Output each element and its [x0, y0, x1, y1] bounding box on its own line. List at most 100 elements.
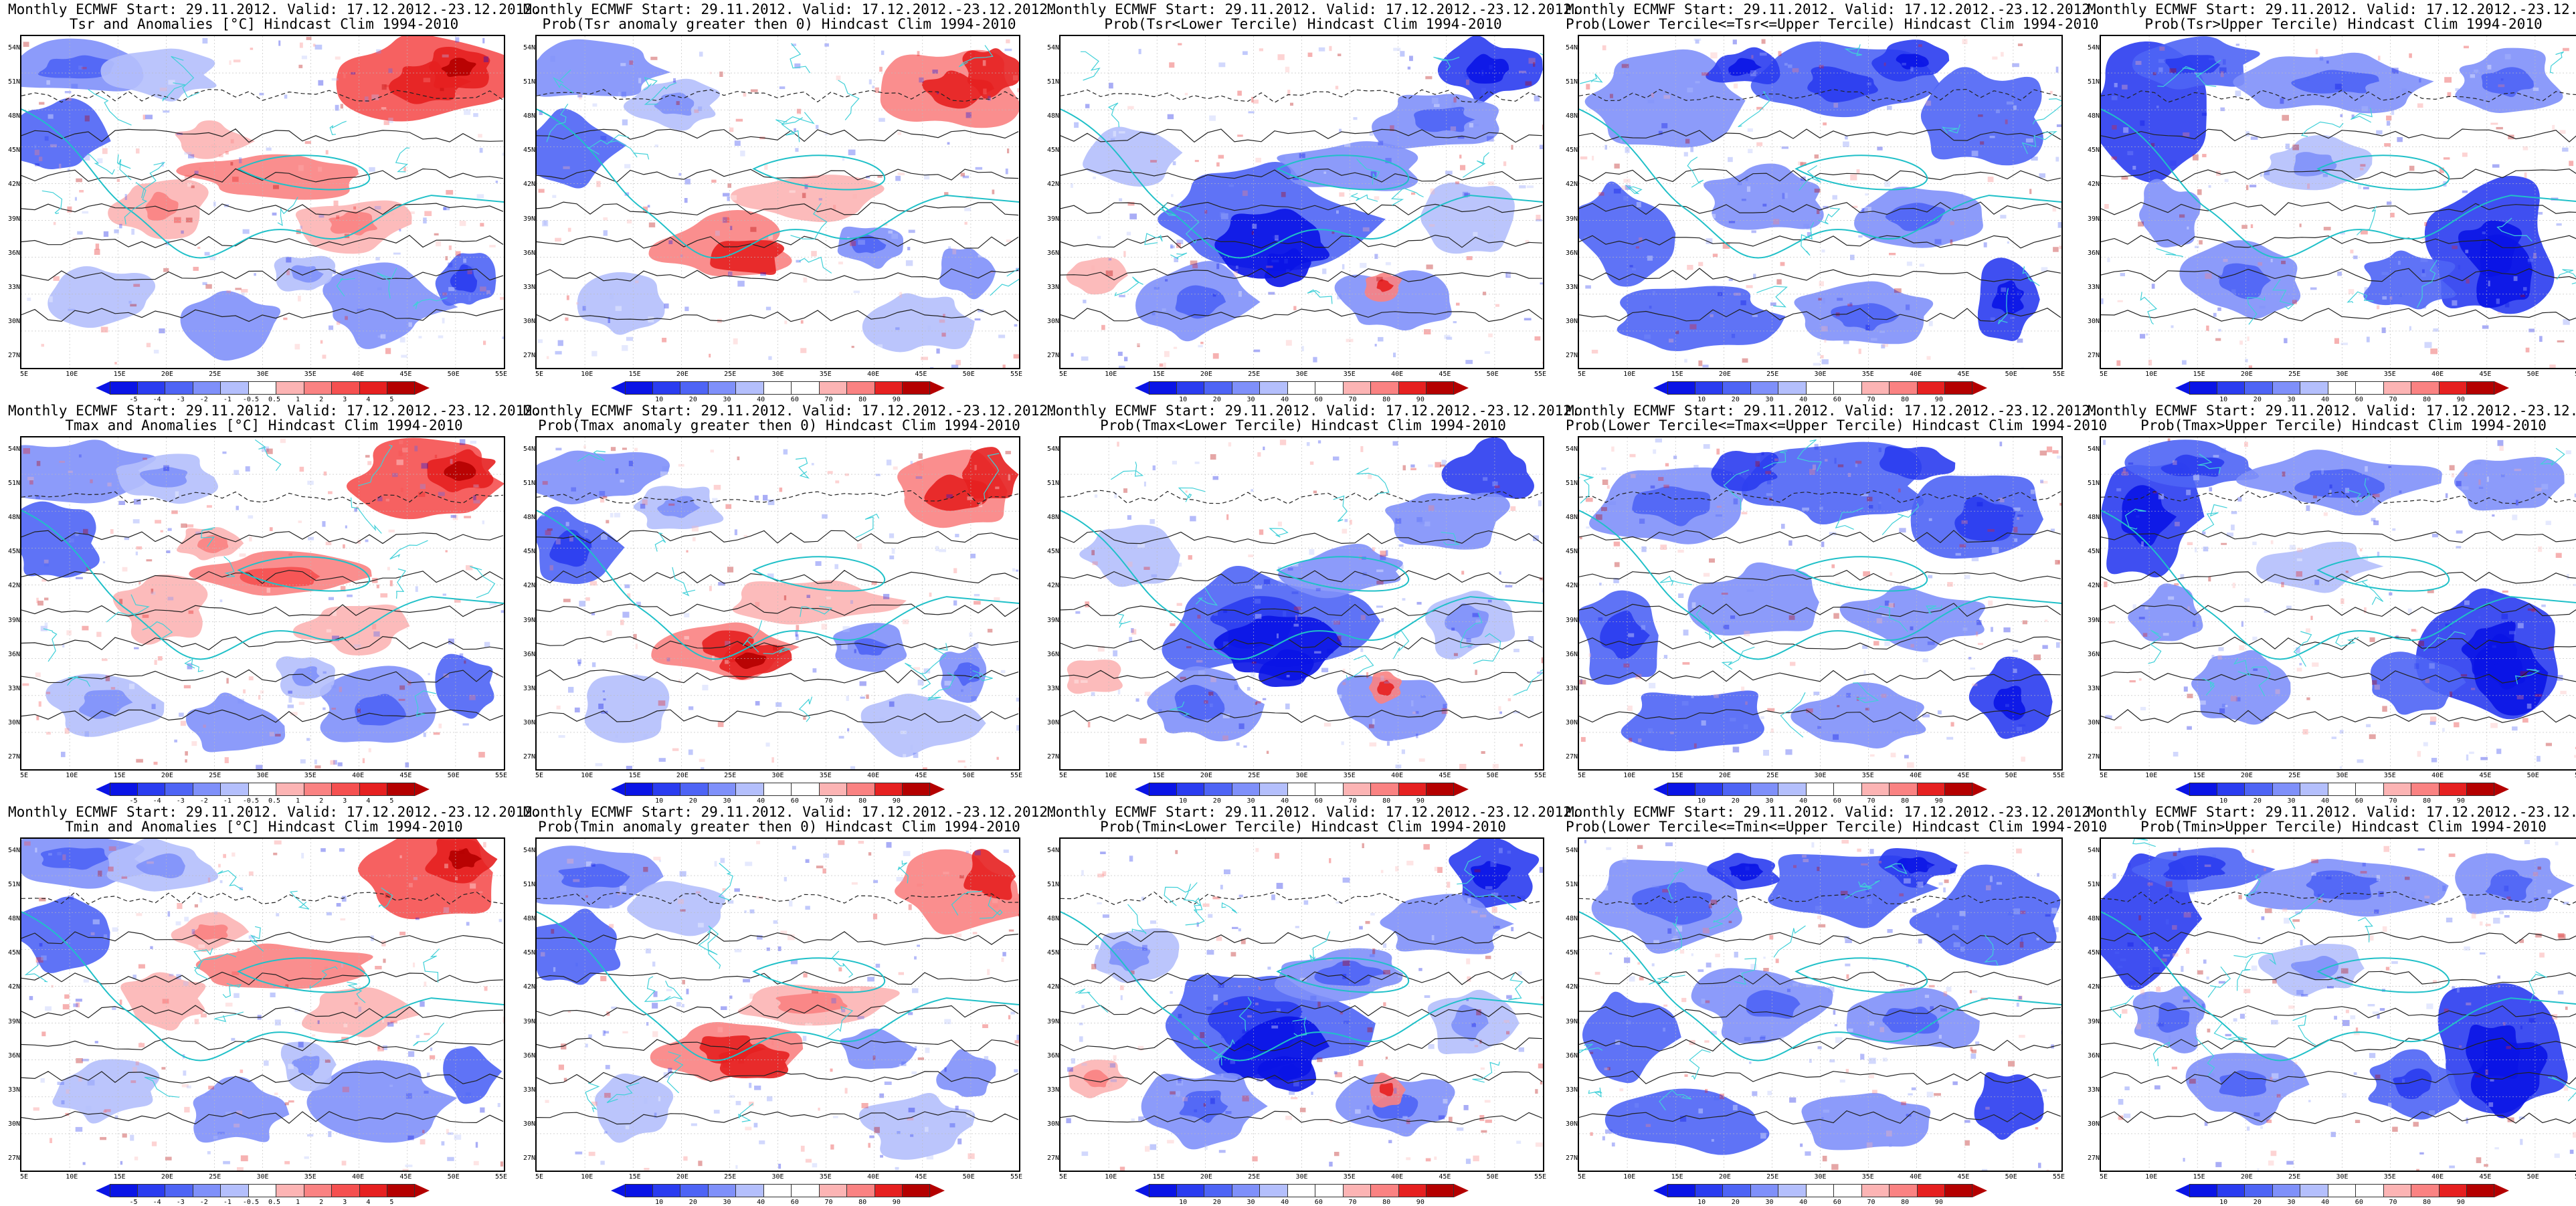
- field-speckle: [2423, 742, 2428, 746]
- field-speckle: [1862, 1050, 1865, 1055]
- field-speckle: [1459, 155, 1461, 159]
- field-speckle: [2373, 520, 2379, 525]
- field-speckle: [2380, 1008, 2385, 1011]
- field-speckle: [1976, 631, 1978, 636]
- field-speckle: [1673, 456, 1677, 459]
- field-speckle: [1280, 439, 1286, 445]
- field-speckle: [603, 217, 608, 221]
- field-speckle: [1017, 88, 1019, 92]
- field-speckle: [2321, 469, 2324, 474]
- field-speckle: [1406, 861, 1413, 866]
- field-speckle: [65, 728, 70, 734]
- field-speckle: [2409, 326, 2411, 331]
- field-speckle: [853, 194, 857, 199]
- lon-tick-label: 35E: [304, 1173, 316, 1181]
- field-speckle: [276, 913, 279, 916]
- field-speckle: [816, 561, 822, 566]
- field-speckle: [1773, 219, 1779, 224]
- field-speckle: [381, 107, 387, 110]
- field-speckle: [35, 672, 41, 677]
- field-speckle: [766, 742, 770, 746]
- field-speckle: [845, 474, 849, 476]
- country-border: [2140, 292, 2156, 324]
- field-speckle: [680, 909, 686, 911]
- field-speckle: [751, 90, 758, 92]
- field-speckle: [1750, 70, 1756, 76]
- lat-tick-label: 48N: [523, 112, 535, 120]
- field-speckle: [2139, 617, 2145, 619]
- colorbar-swatch: [331, 783, 359, 796]
- lat-tick-label: 39N: [2088, 215, 2100, 223]
- field-speckle: [736, 571, 738, 577]
- field-speckle: [79, 454, 82, 458]
- field-speckle: [2490, 1080, 2494, 1082]
- field-speckle: [686, 989, 689, 994]
- field-speckle: [254, 273, 256, 276]
- field-speckle: [1416, 734, 1418, 738]
- field-speckle: [136, 552, 138, 556]
- field-speckle: [860, 697, 865, 699]
- field-speckle: [401, 355, 407, 358]
- field-speckle: [616, 306, 622, 311]
- field-speckle: [2424, 896, 2429, 898]
- field-speckle: [872, 86, 875, 88]
- colorbar-swatch: [819, 1184, 847, 1197]
- lon-tick-label: 5E: [2100, 371, 2108, 378]
- field-speckle: [2373, 498, 2375, 503]
- field-speckle: [804, 249, 810, 253]
- field-speckle: [1363, 227, 1370, 231]
- lat-tick-label: 27N: [1047, 1154, 1059, 1162]
- field-speckle: [915, 1046, 917, 1051]
- colorbar-swatch: [137, 381, 165, 395]
- field-speckle: [1841, 891, 1848, 895]
- field-speckle: [830, 1144, 834, 1150]
- field-speckle: [143, 615, 149, 618]
- field-speckle: [2177, 845, 2179, 851]
- field-speckle: [860, 682, 866, 686]
- field-speckle: [1176, 1081, 1184, 1086]
- field-speckle: [1746, 285, 1753, 288]
- colorbar-label: -3: [177, 1199, 185, 1206]
- field-speckle: [1599, 583, 1602, 585]
- field-speckle: [2560, 691, 2566, 694]
- coastline: [1796, 557, 1927, 591]
- field-speckle: [2059, 696, 2061, 702]
- field-speckle: [1431, 189, 1435, 195]
- field-speckle: [576, 302, 579, 305]
- field-speckle: [832, 998, 836, 1003]
- field-speckle: [1495, 486, 1500, 488]
- field-speckle: [1658, 477, 1663, 481]
- field-speckle: [331, 685, 337, 688]
- colorbar-swatch: [1889, 381, 1917, 395]
- field-speckle: [284, 1161, 290, 1165]
- field-speckle: [988, 629, 992, 633]
- lon-tick-label: 25E: [209, 1173, 221, 1181]
- field-speckle: [1186, 646, 1192, 648]
- field-speckle: [1088, 722, 1091, 728]
- field-speckle: [473, 484, 478, 487]
- field-speckle: [1383, 943, 1386, 948]
- lon-tick-label: 55E: [2053, 371, 2065, 378]
- field-speckle: [1481, 1130, 1487, 1133]
- field-speckle: [2382, 328, 2386, 333]
- field-speckle: [2051, 528, 2055, 531]
- field-speckle: [968, 1153, 975, 1159]
- field-speckle: [1819, 506, 1823, 510]
- field-speckle: [992, 899, 998, 903]
- field-speckle: [944, 1116, 951, 1119]
- field-speckle: [2183, 1000, 2190, 1003]
- field-speckle: [1206, 1007, 1212, 1010]
- field-speckle: [2215, 1162, 2221, 1167]
- colorbar-swatch: [735, 1184, 763, 1197]
- colorbar-label: 20: [2253, 1199, 2262, 1206]
- field-speckle: [805, 906, 810, 910]
- field-speckle: [2312, 247, 2319, 253]
- colorbar-swatch: [2466, 381, 2494, 395]
- lon-tick-label: 30E: [1814, 772, 1826, 779]
- colorbar-swatch: [846, 783, 875, 796]
- field-speckle: [1990, 876, 1993, 882]
- field-speckle: [470, 441, 477, 444]
- field-speckle: [1511, 506, 1516, 511]
- field-speckle: [416, 586, 418, 592]
- field-speckle: [54, 222, 56, 225]
